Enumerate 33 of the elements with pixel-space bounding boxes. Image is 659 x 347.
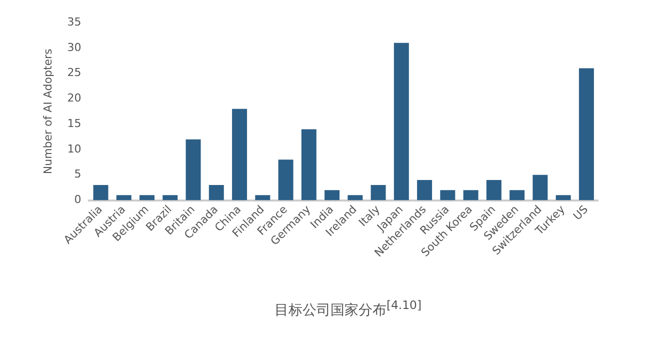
y-tick-label: 25 xyxy=(67,66,82,80)
bar xyxy=(578,68,594,200)
bar xyxy=(324,190,340,200)
bar xyxy=(417,180,432,200)
bar xyxy=(93,185,108,200)
bar xyxy=(301,129,316,200)
y-axis-title: Number of AI Adopters xyxy=(41,48,54,174)
bar xyxy=(116,195,132,200)
bar xyxy=(208,185,224,200)
bar xyxy=(348,195,363,200)
bar xyxy=(440,190,456,200)
bar xyxy=(255,195,270,200)
bar xyxy=(556,195,571,200)
y-tick-label: 15 xyxy=(67,116,82,130)
bar xyxy=(140,195,155,200)
y-tick-label: 35 xyxy=(67,15,82,28)
x-tick-label: US xyxy=(570,202,591,223)
text: 目标公司国家分布$^{[4.10]}$ xyxy=(273,298,423,320)
bar xyxy=(186,139,201,200)
bar xyxy=(232,108,248,200)
bar xyxy=(370,185,386,200)
y-tick-label: 10 xyxy=(67,142,82,156)
bar xyxy=(278,160,294,200)
y-tick-label: 5 xyxy=(74,168,82,181)
bar xyxy=(463,190,478,200)
y-tick-label: 30 xyxy=(67,40,82,54)
y-tick-label: 20 xyxy=(67,92,82,105)
bar xyxy=(510,190,525,200)
bar xyxy=(486,180,502,200)
bar xyxy=(162,195,178,200)
y-tick-label: 0 xyxy=(74,193,82,206)
bar xyxy=(532,174,548,200)
bar xyxy=(394,42,409,200)
